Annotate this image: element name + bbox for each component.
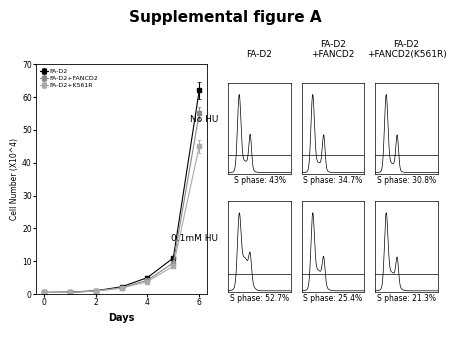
Text: S phase: 21.3%: S phase: 21.3% [377, 294, 436, 303]
Y-axis label: Cell Number (X10^4): Cell Number (X10^4) [10, 138, 19, 220]
Text: Supplemental figure A: Supplemental figure A [129, 10, 321, 25]
Text: S phase: 30.8%: S phase: 30.8% [377, 176, 436, 185]
Text: S phase: 52.7%: S phase: 52.7% [230, 294, 289, 303]
Text: S phase: 25.4%: S phase: 25.4% [303, 294, 363, 303]
Text: FA-D2: FA-D2 [247, 50, 272, 59]
Text: No HU: No HU [190, 116, 218, 124]
Legend: FA-D2, FA-D2+FANCD2, FA-D2+K561R: FA-D2, FA-D2+FANCD2, FA-D2+K561R [39, 67, 100, 90]
Text: S phase: 43%: S phase: 43% [234, 176, 285, 185]
Text: 0.1mM HU: 0.1mM HU [171, 234, 218, 243]
Text: FA-D2
+FANCD2: FA-D2 +FANCD2 [311, 40, 355, 59]
X-axis label: Days: Days [108, 313, 135, 323]
Text: S phase: 34.7%: S phase: 34.7% [303, 176, 363, 185]
Text: FA-D2
+FANCD2(K561R): FA-D2 +FANCD2(K561R) [367, 40, 446, 59]
